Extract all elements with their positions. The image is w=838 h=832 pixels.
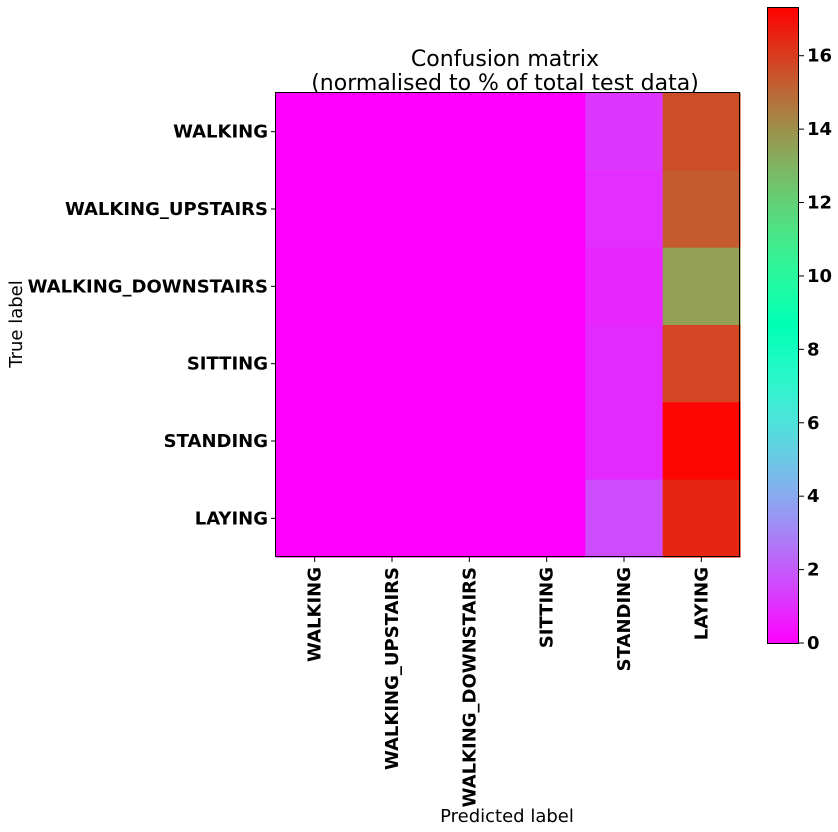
heatmap-cell [508,325,586,403]
heatmap-cell [662,93,741,171]
heatmap-cell [585,247,664,326]
x-tick-label: LAYING [691,567,712,640]
heatmap-cell [276,170,354,249]
heatmap-cell [585,93,664,171]
heatmap-cells [276,93,741,558]
heatmap-cell [276,325,354,403]
heatmap-cell [508,170,586,249]
heatmap-cell [353,93,432,171]
colorbar-tick-label: 14 [807,119,832,140]
heatmap-cell [585,402,664,481]
heatmap-cell [662,325,741,403]
y-axis-ticks: WALKING WALKING_UPSTAIRS WALKING_DOWNSTAIR… [28,122,276,529]
heatmap-cell [585,325,664,403]
y-tick-label: LAYING [195,508,268,529]
colorbar-tick-label: 4 [807,486,820,507]
x-axis-label: Predicted label [440,806,574,827]
y-tick-label: STANDING [164,431,268,452]
colorbar-tick-label: 2 [807,560,820,581]
heatmap-cell [353,170,432,249]
heatmap-cell [585,170,664,249]
heatmap-cell [430,247,509,326]
chart-title-line-1: Confusion matrix [411,47,599,72]
heatmap-cell [508,402,586,481]
heatmap-cell [276,402,354,481]
colorbar-tick-label: 16 [807,46,832,67]
heatmap-cell [508,93,586,171]
chart-title-line-2: (normalised to % of total test data) [311,71,699,96]
heatmap-cell [662,247,741,326]
x-tick-label: WALKING [305,567,326,662]
x-tick-label: WALKING_DOWNSTAIRS [459,567,480,807]
heatmap-cell [353,479,432,558]
y-tick-label: WALKING_UPSTAIRS [65,199,268,220]
heatmap-cell [508,479,586,558]
heatmap-cell [276,93,354,171]
x-tick-label: STANDING [614,567,635,671]
x-tick-label: SITTING [537,567,558,648]
heatmap-cell [353,325,432,403]
y-tick-label: WALKING [173,122,268,143]
heatmap-cell [430,325,509,403]
x-axis-ticks: WALKING WALKING_UPSTAIRS WALKING_DOWNSTAIR… [305,557,712,807]
colorbar-tick-label: 10 [807,266,832,287]
heatmap-cell [276,479,354,558]
colorbar-ticks: 0 2 4 6 8 10 12 14 16 [799,46,832,654]
colorbar-tick-label: 0 [807,633,820,654]
y-tick-label: SITTING [187,354,268,375]
colorbar-tick-label: 8 [807,339,820,360]
heatmap-cell [430,93,509,171]
heatmap-cell [508,247,586,326]
y-tick-label: WALKING_DOWNSTAIRS [28,276,268,297]
heatmap-cell [430,402,509,481]
heatmap-cell [353,247,432,326]
heatmap-cell [430,479,509,558]
heatmap-cell [662,479,741,558]
heatmap-frame [275,92,740,557]
x-tick-label: WALKING_UPSTAIRS [382,567,403,770]
heatmap-cell [430,170,509,249]
heatmap-cell [585,479,664,558]
heatmap-cell [353,402,432,481]
heatmap-cell [662,170,741,249]
colorbar-tick-label: 12 [807,193,832,214]
y-axis-label: True label [6,280,27,369]
heatmap-cell [662,402,741,481]
colorbar [767,7,799,644]
heatmap-cell [276,247,354,326]
colorbar-tick-label: 6 [807,413,820,434]
